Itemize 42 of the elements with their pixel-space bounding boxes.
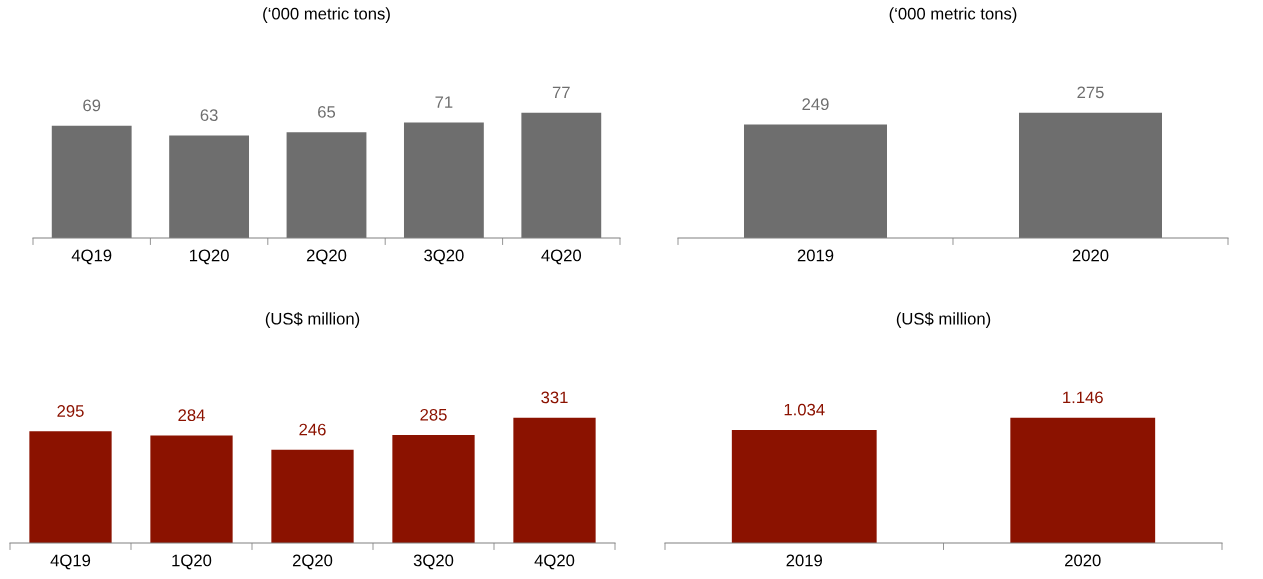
bar	[150, 435, 233, 543]
data-label: 284	[178, 409, 205, 422]
chart-title: (US$ million)	[896, 312, 991, 328]
x-tick-label: 1Q20	[189, 249, 229, 265]
x-tick-label: 2Q20	[306, 249, 347, 265]
data-label: 77	[552, 86, 570, 99]
data-label: 71	[435, 96, 453, 108]
x-tick-label: 3Q20	[413, 554, 454, 570]
bar	[51, 125, 132, 238]
x-tick-label: 2Q20	[292, 554, 333, 570]
chart-title: (‘000 metric tons)	[889, 7, 1017, 23]
x-tick-label: 4Q20	[541, 249, 582, 265]
data-label: 1.034	[784, 403, 825, 416]
x-tick-label: 1Q20	[172, 554, 212, 570]
data-label: 1.146	[1063, 391, 1103, 404]
x-tick-label: 2019	[786, 554, 822, 567]
data-label: 63	[200, 109, 218, 122]
data-label: 331	[541, 391, 568, 404]
data-label: 295	[57, 405, 84, 417]
data-label: 65	[318, 105, 336, 118]
data-label: 285	[420, 408, 447, 421]
data-label: 246	[299, 423, 326, 436]
x-tick-label: 4Q19	[50, 554, 91, 570]
x-tick-label: 2020	[1072, 249, 1109, 262]
x-tick-label: 3Q20	[424, 249, 464, 265]
data-label: 249	[802, 98, 829, 111]
bar	[286, 132, 367, 238]
chart-title: (‘000 metric tons)	[263, 7, 390, 23]
x-tick-label: 4Q19	[71, 249, 112, 265]
x-tick-label: 2019	[797, 249, 834, 262]
x-tick-label: 2020	[1065, 554, 1101, 567]
bar	[513, 417, 596, 543]
data-label: 275	[1077, 86, 1104, 99]
bar	[271, 449, 354, 543]
chart-title: (US$ million)	[265, 312, 360, 328]
data-label: 69	[83, 99, 101, 112]
bar	[29, 431, 112, 543]
bar	[403, 122, 484, 238]
bar	[521, 112, 602, 238]
bar	[392, 435, 475, 543]
x-tick-label: 4Q20	[534, 554, 575, 570]
bar	[169, 135, 250, 238]
